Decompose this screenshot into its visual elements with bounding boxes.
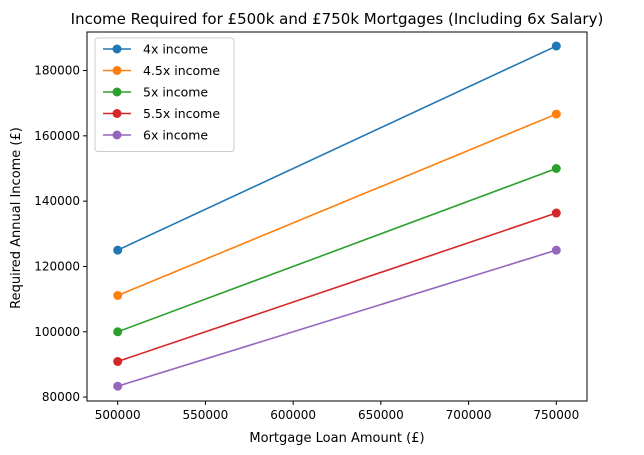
x-tick-label: 600000 [270, 408, 316, 422]
legend-label-2: 5x income [143, 85, 208, 100]
series-line-3 [117, 212, 557, 363]
y-tick-label: 160000 [34, 129, 80, 143]
data-point-0-1 [551, 41, 561, 51]
x-tick-label: 500000 [95, 408, 141, 422]
data-point-2-0 [113, 327, 123, 337]
data-point-1-0 [113, 290, 123, 300]
legend: 4x income 4.5x income 5x income 5.5x income… [94, 37, 235, 152]
x-tick-label: 750000 [533, 408, 579, 422]
y-tick-label: 120000 [34, 259, 80, 273]
series-line-2 [117, 167, 557, 333]
series-line-1 [117, 113, 557, 297]
data-point-1-1 [551, 109, 561, 119]
legend-marker-2 [112, 87, 122, 97]
x-tick-label: 550000 [183, 408, 229, 422]
data-point-2-1 [551, 163, 561, 173]
x-axis-label: Mortgage Loan Amount (£) [249, 431, 424, 446]
data-point-4-1 [551, 245, 561, 255]
data-point-3-1 [551, 208, 561, 218]
y-tick-label: 100000 [34, 325, 80, 339]
series-line-4 [117, 249, 557, 387]
legend-label-1: 4.5x income [143, 63, 220, 78]
data-point-4-0 [113, 381, 123, 391]
y-tick-label: 80000 [42, 390, 80, 404]
data-point-0-0 [113, 245, 123, 255]
legend-label-3: 5.5x income [143, 106, 220, 121]
legend-marker-0 [112, 44, 122, 54]
legend-box [94, 37, 235, 152]
y-axis-label: Required Annual Income (£) [9, 127, 24, 309]
plot-frame [86, 31, 588, 402]
legend-marker-1 [112, 66, 122, 75]
legend-label-0: 4x income [143, 42, 208, 57]
x-tick-label: 700000 [446, 408, 492, 422]
legend-marker-3 [112, 109, 122, 118]
y-tick-label: 180000 [34, 64, 80, 78]
legend-marker-4 [112, 130, 122, 140]
x-tick-label: 650000 [358, 408, 404, 422]
plot-area: 500000 550000 600000 650000 700000 750000 8000… [34, 31, 588, 422]
data-point-3-0 [113, 356, 123, 366]
legend-label-4: 6x income [143, 128, 208, 143]
chart-title: Income Required for £500k and £750k Mort… [71, 10, 604, 28]
series-line-0 [117, 45, 557, 251]
y-tick-label: 140000 [34, 194, 80, 208]
